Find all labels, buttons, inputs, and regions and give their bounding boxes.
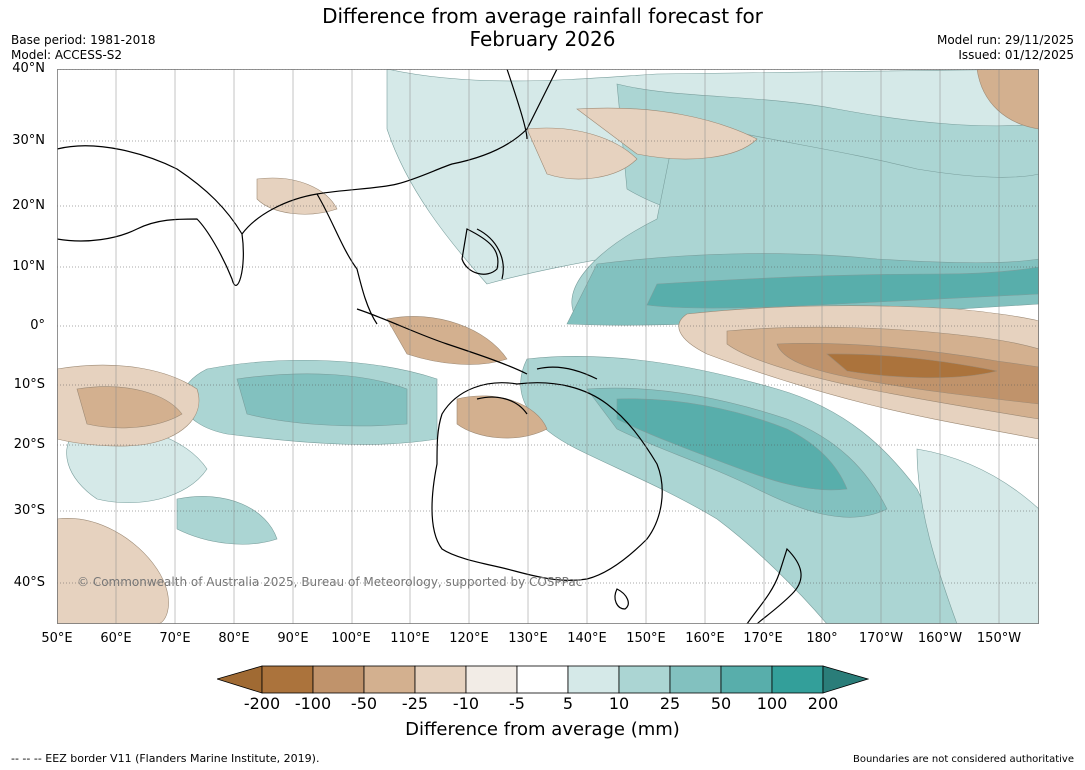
colorbar-label: 5 [562, 694, 574, 713]
lon-label-100e: 100°E [331, 631, 371, 646]
lat-label-20n: 20°N [12, 198, 45, 213]
issued-date: Issued: 01/12/2025 [958, 48, 1074, 62]
base-period: Base period: 1981-2018 [11, 33, 156, 47]
lon-label-160e: 160°E [685, 631, 725, 646]
colorbar-segment [618, 665, 671, 694]
colorbar-label: 100 [756, 694, 788, 713]
colorbar-segment [414, 665, 467, 694]
model-run: Model run: 29/11/2025 [936, 33, 1074, 47]
colorbar-segment [363, 665, 416, 694]
colorbar-segment [771, 665, 824, 694]
lon-label-120e: 120°E [449, 631, 489, 646]
lat-label-20s: 20°S [13, 437, 45, 452]
colorbar-label: 50 [710, 694, 732, 713]
colorbar-title: Difference from average (mm) [405, 719, 680, 740]
lon-label-80e: 80°E [218, 631, 250, 646]
lon-label-160w: 160°W [917, 631, 963, 646]
dry-anomaly-areas [57, 69, 1039, 624]
colorbar-label: -5 [509, 694, 525, 713]
colorbar-label: 10 [608, 694, 630, 713]
colorbar-segment [516, 665, 569, 694]
colorbar-segment [312, 665, 365, 694]
colorbar-segment [465, 665, 518, 694]
lon-label-70e: 70°E [159, 631, 191, 646]
colorbar-segment [567, 665, 620, 694]
lon-label-180: 180° [806, 631, 838, 646]
eez-note: -- -- -- EEZ border V11 (Flanders Marine… [11, 752, 320, 765]
boundaries-note: Boundaries are not considered authoritat… [852, 754, 1074, 765]
lat-label-40s: 40°S [13, 575, 45, 590]
model-name: Model: ACCESS-S2 [11, 48, 123, 62]
lon-label-150e: 150°E [626, 631, 666, 646]
lat-label-30n: 30°N [12, 133, 45, 148]
lon-label-170e: 170°E [743, 631, 783, 646]
colorbar-segment [669, 665, 722, 694]
lon-label-60e: 60°E [100, 631, 132, 646]
colorbar-segment [261, 665, 314, 694]
copyright-text: © Commonwealth of Australia 2025, Bureau… [77, 575, 582, 589]
colorbar-label: -10 [452, 694, 480, 713]
lat-label-10s: 10°S [13, 377, 45, 392]
colorbar-label: 25 [659, 694, 681, 713]
lon-label-150w: 150°W [976, 631, 1022, 646]
lat-label-40n: 40°N [12, 61, 45, 76]
colorbar-label: 200 [807, 694, 839, 713]
lon-label-130e: 130°E [508, 631, 548, 646]
lat-label-30s: 30°S [13, 503, 45, 518]
colorbar-max-arrow [822, 665, 869, 694]
lon-label-50e: 50°E [41, 631, 73, 646]
colorbar-label: -200 [243, 694, 281, 713]
colorbar-min-arrow [217, 665, 263, 694]
colorbar [217, 665, 869, 694]
lon-label-140e: 140°E [567, 631, 607, 646]
colorbar-label: -100 [294, 694, 332, 713]
page-title-line2: February 2026 [469, 27, 616, 51]
lon-label-90e: 90°E [277, 631, 309, 646]
lon-label-170w: 170°W [858, 631, 904, 646]
rainfall-map: © Commonwealth of Australia 2025, Bureau… [57, 69, 1039, 624]
page-title-line1: Difference from average rainfall forecas… [322, 4, 763, 28]
colorbar-label: -25 [401, 694, 429, 713]
lat-label-10n: 10°N [12, 259, 45, 274]
colorbar-segment [720, 665, 773, 694]
colorbar-label: -50 [350, 694, 378, 713]
wet-anomaly-areas [66, 69, 1039, 624]
lon-label-110e: 110°E [390, 631, 430, 646]
lat-label-0: 0° [30, 318, 45, 333]
